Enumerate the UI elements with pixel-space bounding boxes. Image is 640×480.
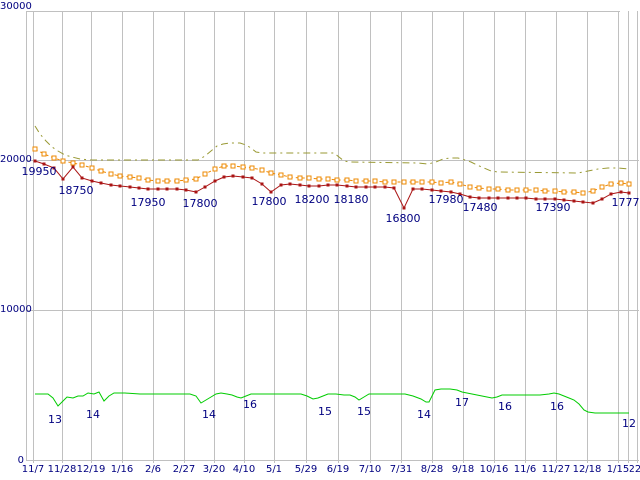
x-tick-label: 12/18 bbox=[572, 464, 602, 475]
price-point-label: 19950 bbox=[21, 165, 57, 178]
x-tick-label: 1/15 bbox=[605, 464, 631, 475]
x-tick-label: 11/27 bbox=[541, 464, 571, 475]
price-point-label: 17480 bbox=[462, 201, 498, 214]
price-point-label: 17800 bbox=[182, 197, 218, 210]
lower-point-label: 17 bbox=[455, 396, 469, 409]
x-tick-label: 10/16 bbox=[479, 464, 509, 475]
lower-point-label: 12 bbox=[622, 417, 636, 430]
x-tick-label: 7/31 bbox=[389, 464, 413, 475]
x-tick-label: 9/18 bbox=[451, 464, 475, 475]
x-tick-label: 11/6 bbox=[513, 464, 537, 475]
x-tick-label: 12/19 bbox=[76, 464, 106, 475]
y-tick-label: 10000 bbox=[0, 304, 32, 315]
lower-point-label: 14 bbox=[86, 408, 100, 421]
lower-point-label: 16 bbox=[550, 400, 564, 413]
x-tick-label: 11/28 bbox=[47, 464, 77, 475]
x-tick-label: 11/7 bbox=[21, 464, 45, 475]
y-tick-label: 0 bbox=[17, 455, 24, 466]
x-tick-label: 3/20 bbox=[202, 464, 226, 475]
lower-point-label: 15 bbox=[357, 405, 371, 418]
x-tick-label: 6/19 bbox=[326, 464, 350, 475]
x-tick-label: 2/27 bbox=[172, 464, 196, 475]
price-point-label: 17800 bbox=[251, 195, 287, 208]
series-price-line bbox=[33, 159, 631, 210]
series-middle-band-line bbox=[32, 146, 632, 196]
lower-point-label: 14 bbox=[417, 408, 431, 421]
gridlines bbox=[26, 11, 639, 463]
lower-point-label: 15 bbox=[318, 405, 332, 418]
lower-point-label: 16 bbox=[243, 398, 257, 411]
series-upper-band-line bbox=[34, 125, 630, 174]
price-point-label: 17980 bbox=[428, 193, 464, 206]
x-tick-label: 2/6 bbox=[144, 464, 162, 475]
price-point-label: 18750 bbox=[58, 184, 94, 197]
price-point-label: 16800 bbox=[385, 212, 421, 225]
x-tick-label: 5/29 bbox=[294, 464, 318, 475]
price-point-label: 17950 bbox=[130, 196, 166, 209]
x-tick-label: 5/1 bbox=[265, 464, 283, 475]
price-point-label: 18200 bbox=[294, 193, 330, 206]
x-tick-label: 8/28 bbox=[420, 464, 444, 475]
lower-point-label: 13 bbox=[48, 413, 62, 426]
lower-point-label: 16 bbox=[498, 400, 512, 413]
price-point-label: 18180 bbox=[333, 193, 369, 206]
y-tick-label: 30000 bbox=[0, 1, 32, 12]
price-point-label: 17770 bbox=[611, 196, 640, 209]
lower-point-label: 14 bbox=[202, 408, 216, 421]
series-lower-line bbox=[35, 388, 629, 414]
x-tick-label: 7/10 bbox=[358, 464, 382, 475]
price-point-label: 17390 bbox=[535, 201, 571, 214]
x-tick-label: 1/16 bbox=[110, 464, 134, 475]
x-tick-label: 4/10 bbox=[232, 464, 256, 475]
y-tick-label: 20000 bbox=[0, 154, 32, 165]
